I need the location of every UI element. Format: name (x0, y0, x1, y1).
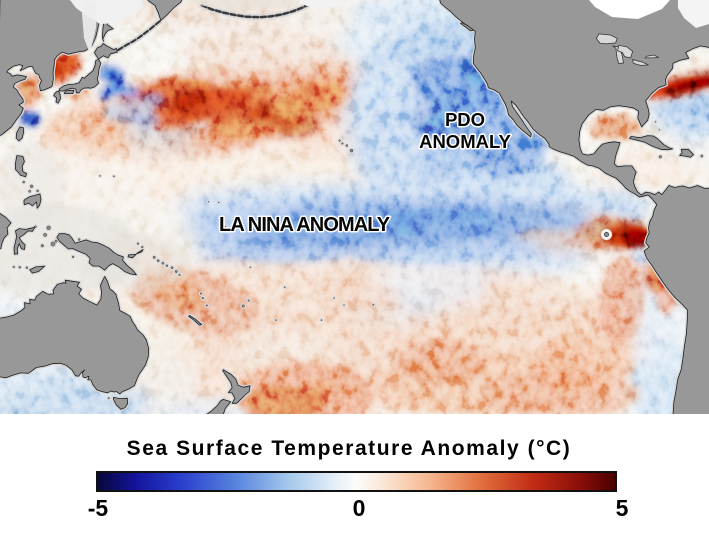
svg-text:LA NINA ANOMALY: LA NINA ANOMALY (219, 214, 391, 236)
svg-text:ANOMALY: ANOMALY (419, 131, 511, 152)
svg-text:PDO: PDO (445, 109, 485, 130)
